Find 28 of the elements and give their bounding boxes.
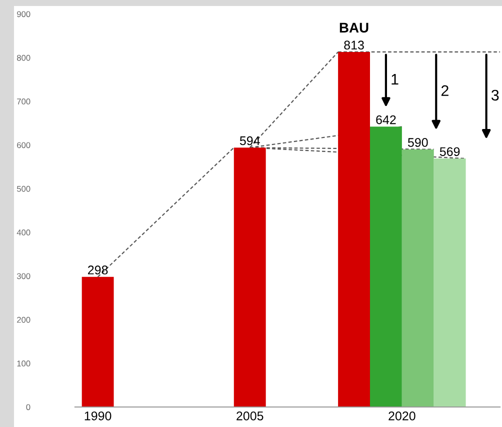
bar [82,276,114,407]
annotation: 3 [491,90,499,101]
annotation: 2 [441,85,448,96]
series-label: BAU [340,22,368,33]
data-label: 813 [344,40,364,50]
data-label: 642 [376,115,396,124]
data-label: 594 [240,136,260,146]
y-tick-label: 600 [17,142,30,148]
bar [402,149,434,407]
x-tick-label: 1990 [84,411,112,420]
bar [370,126,402,407]
annotation: 1 [392,74,398,85]
y-tick-label: 100 [17,360,30,366]
data-label: 298 [88,266,108,274]
data-label: 569 [440,147,460,156]
y-tick-label: 300 [16,273,30,280]
y-tick-label: 500 [16,186,30,192]
y-tick-label: 400 [16,230,30,236]
bar [338,52,370,407]
y-tick-label: 800 [17,54,30,61]
x-tick-label: 2005 [236,411,264,420]
bar [434,158,466,407]
y-tick-label: 200 [17,316,30,323]
data-label: 590 [408,138,428,147]
y-tick-label: 700 [17,98,30,104]
y-tick-label: 900 [17,11,30,18]
y-tick-label: 0 [26,404,30,410]
x-tick-label: 2020 [388,411,416,420]
